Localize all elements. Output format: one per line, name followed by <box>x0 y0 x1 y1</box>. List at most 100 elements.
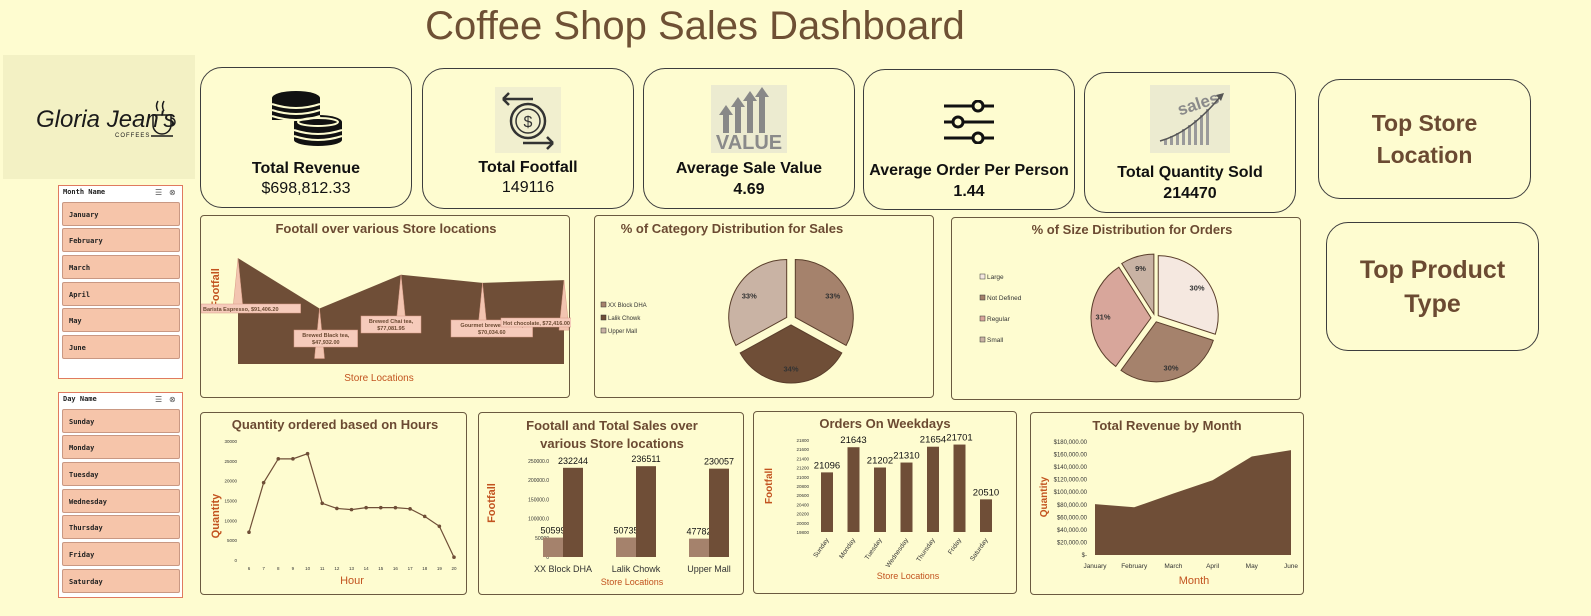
x-tick-label: 13 <box>349 566 355 571</box>
legend-label: Small <box>987 337 1004 344</box>
data-label: 21701 <box>946 433 972 444</box>
x-tick-label: June <box>1284 563 1298 570</box>
y-tick-label: $140,000.00 <box>1054 465 1088 471</box>
legend-label: Lalik Chowk <box>608 316 641 322</box>
data-label: 50599 <box>540 526 565 536</box>
multi-select-icon[interactable]: ☰ <box>155 395 163 404</box>
slicer-item-april[interactable]: April <box>62 282 180 306</box>
legend-swatch <box>600 314 607 321</box>
chart-title: Orders On Weekdays <box>819 416 950 431</box>
data-label: 21654 <box>920 435 946 446</box>
data-label: 230057 <box>704 457 734 467</box>
slicer-item-june[interactable]: June <box>62 335 180 359</box>
clear-filter-icon[interactable]: ⊗ <box>169 188 176 197</box>
value-arrows-icon: VALUE <box>711 85 787 153</box>
slicer-item-friday[interactable]: Friday <box>62 542 180 566</box>
pie-slice <box>794 258 854 347</box>
multi-select-icon[interactable]: ☰ <box>155 188 163 197</box>
data-point <box>408 507 412 511</box>
slice-label: 34% <box>783 365 798 374</box>
x-tick-label: 18 <box>422 566 428 571</box>
x-tick-label: 17 <box>408 566 414 571</box>
data-point <box>349 507 354 512</box>
svg-text:Gloria Jean's: Gloria Jean's <box>36 106 175 133</box>
y-tick-label: 30000 <box>224 439 237 444</box>
slicer-item-january[interactable]: January <box>62 202 180 226</box>
bar <box>616 537 636 557</box>
dollar-exchange-icon: $ <box>495 87 561 153</box>
sales-growth-icon: sales <box>1150 85 1230 153</box>
slicer-item-may[interactable]: May <box>62 308 180 332</box>
y-axis-label: Footfall <box>210 268 222 308</box>
y-tick-label: $60,000.00 <box>1057 515 1088 521</box>
slicer-item-thursday[interactable]: Thursday <box>62 515 180 539</box>
x-tick-label: 9 <box>292 566 295 571</box>
clear-filter-icon[interactable]: ⊗ <box>169 395 176 404</box>
x-tick-label: January <box>1083 563 1107 570</box>
y-tick-label: $160,000.00 <box>1054 453 1088 459</box>
kpi-value: $698,812.33 <box>261 180 351 197</box>
kpi-total-revenue: Total Revenue $698,812.33 <box>200 67 412 208</box>
x-tick-label: March <box>1164 563 1182 570</box>
slicer-item-february[interactable]: February <box>62 228 180 252</box>
slicer-item-tuesday[interactable]: Tuesday <box>62 462 180 486</box>
month-name-slicer: Month Name ☰ ⊗ January February March Ap… <box>58 185 183 379</box>
y-tick-label: 20200 <box>796 512 809 517</box>
x-axis-label: Hour <box>340 575 364 587</box>
chart-quantity-hours: Quantity ordered based on Hours Quantity H… <box>200 412 467 595</box>
legend-swatch <box>979 294 986 301</box>
x-tick-label: 7 <box>262 566 265 571</box>
slicer-item-sunday[interactable]: Sunday <box>62 409 180 433</box>
x-tick-label: February <box>1121 563 1148 570</box>
data-point <box>422 514 427 519</box>
x-tick-label: 19 <box>437 566 443 571</box>
x-tick-label: Tuesday <box>864 537 884 562</box>
y-axis-label: Footfall <box>486 483 498 523</box>
chart-title: % of Category Distribution for Sales <box>621 221 843 236</box>
x-tick-label: Monday <box>838 537 857 561</box>
svg-text:COFFEES: COFFEES <box>115 133 150 139</box>
chart-category-distribution: % of Category Distribution for Sales XX B… <box>594 215 934 398</box>
slice-label: 9% <box>1135 264 1146 273</box>
data-label-box <box>200 303 301 314</box>
y-tick-label: 20600 <box>796 493 809 498</box>
x-tick-label: Friday <box>947 537 964 556</box>
slicer-item-march[interactable]: March <box>62 255 180 279</box>
y-tick-label: 150000.0 <box>528 497 549 503</box>
data-label: 232244 <box>558 456 588 466</box>
pie-slice <box>1121 253 1155 316</box>
chart-title: various Store locations <box>540 436 684 451</box>
chart-title: Footall over various Store locations <box>275 221 496 236</box>
pie-slice <box>1157 255 1219 335</box>
y-tick-label: 0 <box>546 555 549 561</box>
slicer-item-monday[interactable]: Monday <box>62 435 180 459</box>
kpi-value: 1.44 <box>953 183 985 200</box>
legend-label: Regular <box>987 316 1011 323</box>
data-label: 21096 <box>814 460 840 471</box>
y-axis-label: Quantity <box>1039 476 1050 517</box>
kpi-total-footfall: $ Total Footfall 149116 <box>422 68 634 209</box>
y-tick-label: 21600 <box>796 447 809 452</box>
x-tick-label: 10 <box>305 566 311 571</box>
chart-title: Total Revenue by Month <box>1092 418 1241 433</box>
kpi-label: Total Footfall <box>478 159 578 176</box>
kpi-average-order-per-person: Average Order Per Person 1.44 <box>863 69 1075 210</box>
y-tick-label: $180,000.00 <box>1054 440 1088 446</box>
pie-slice <box>728 258 788 347</box>
data-label: Brewed Chai tea, <box>369 319 414 325</box>
slice-label: 30% <box>1190 283 1205 292</box>
chart-revenue-month: Total Revenue by Month Quantity Month $- $20… <box>1030 412 1304 595</box>
chart-orders-weekdays: Orders On Weekdays Footfall Store Location… <box>753 411 1017 594</box>
sliders-icon <box>944 100 994 144</box>
slicer-item-wednesday[interactable]: Wednesday <box>62 489 180 513</box>
chart-title: Quantity ordered based on Hours <box>232 417 439 432</box>
x-axis-label: Store Locations <box>877 571 940 581</box>
kpi-label: Total Quantity Sold <box>1117 164 1263 181</box>
data-label-box <box>360 315 422 334</box>
x-tick-label: Saturday <box>969 537 990 563</box>
data-point <box>335 506 339 511</box>
slicer-item-saturday[interactable]: Saturday <box>62 569 180 593</box>
svg-text:$: $ <box>524 114 533 131</box>
legend-swatch <box>979 315 986 322</box>
kpi-label: Average Order Per Person <box>869 162 1069 179</box>
